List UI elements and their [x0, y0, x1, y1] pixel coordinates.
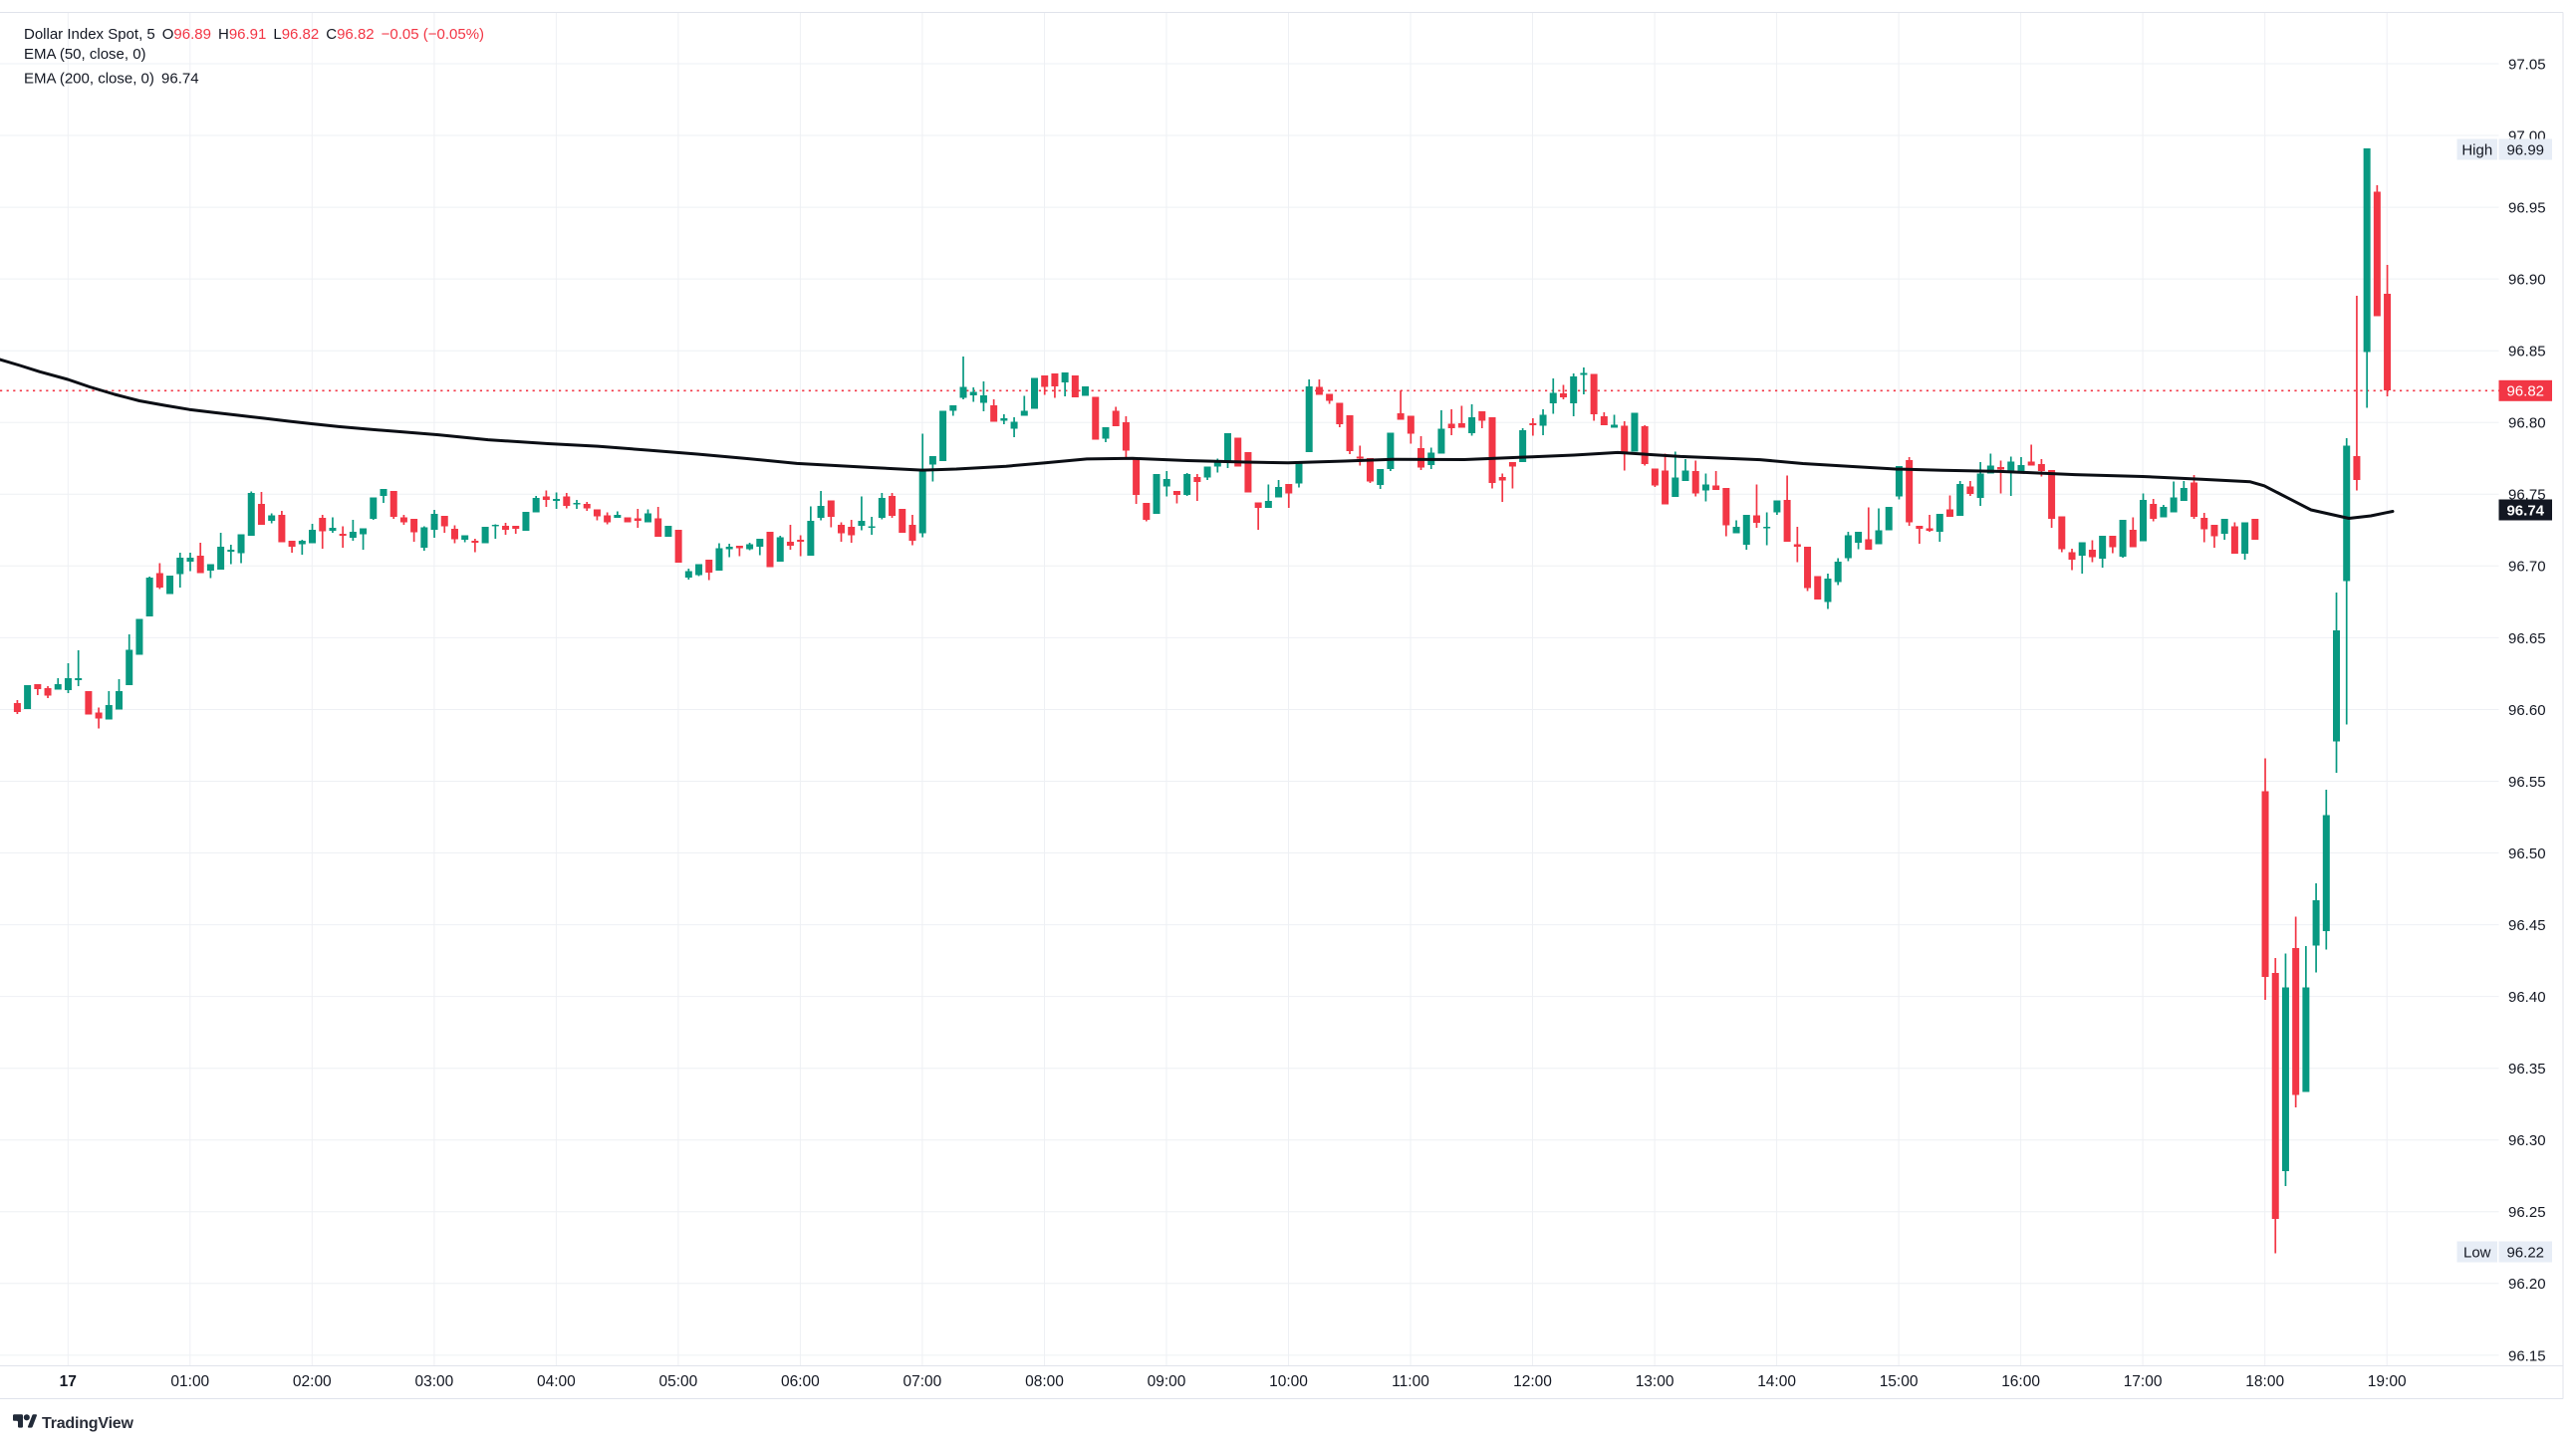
svg-text:96.95: 96.95 [2508, 200, 2546, 217]
svg-text:08:00: 08:00 [1025, 1373, 1064, 1390]
svg-text:96.82: 96.82 [2506, 383, 2544, 400]
svg-text:15:00: 15:00 [1880, 1373, 1919, 1390]
svg-text:17:00: 17:00 [2124, 1373, 2163, 1390]
svg-text:04:00: 04:00 [537, 1373, 576, 1390]
svg-text:TradingView: TradingView [42, 1415, 134, 1432]
svg-text:96.74: 96.74 [2506, 502, 2544, 519]
svg-text:96.45: 96.45 [2508, 917, 2546, 934]
svg-text:96.70: 96.70 [2508, 559, 2546, 576]
svg-text:96.22: 96.22 [2506, 1244, 2544, 1261]
svg-text:96.20: 96.20 [2508, 1276, 2546, 1293]
svg-text:11:00: 11:00 [1392, 1373, 1429, 1390]
svg-text:96.40: 96.40 [2508, 989, 2546, 1006]
svg-text:EMA (50, close, 0): EMA (50, close, 0) [24, 46, 146, 63]
svg-text:19:00: 19:00 [2368, 1373, 2407, 1390]
svg-text:07:00: 07:00 [903, 1373, 942, 1390]
svg-text:05:00: 05:00 [659, 1373, 698, 1390]
svg-text:12:00: 12:00 [1513, 1373, 1552, 1390]
svg-text:96.60: 96.60 [2508, 702, 2546, 719]
svg-text:09:00: 09:00 [1148, 1373, 1186, 1390]
svg-text:17: 17 [60, 1373, 77, 1390]
svg-text:06:00: 06:00 [781, 1373, 820, 1390]
svg-text:16:00: 16:00 [2001, 1373, 2040, 1390]
svg-text:EMA (200, close, 0) 96.74: EMA (200, close, 0) 96.74 [24, 70, 199, 87]
svg-text:96.35: 96.35 [2508, 1061, 2546, 1078]
svg-text:96.50: 96.50 [2508, 845, 2546, 862]
svg-text:96.99: 96.99 [2506, 141, 2544, 158]
svg-text:18:00: 18:00 [2245, 1373, 2284, 1390]
svg-text:97.05: 97.05 [2508, 56, 2546, 73]
svg-text:03:00: 03:00 [415, 1373, 454, 1390]
svg-text:02:00: 02:00 [293, 1373, 332, 1390]
svg-text:96.25: 96.25 [2508, 1204, 2546, 1221]
svg-text:01:00: 01:00 [170, 1373, 209, 1390]
svg-text:96.75: 96.75 [2508, 487, 2546, 504]
svg-text:High: High [2461, 141, 2492, 158]
svg-text:96.65: 96.65 [2508, 630, 2546, 647]
svg-text:Low: Low [2463, 1244, 2491, 1261]
svg-text:96.85: 96.85 [2508, 344, 2546, 361]
svg-text:96.80: 96.80 [2508, 415, 2546, 432]
svg-text:96.15: 96.15 [2508, 1347, 2546, 1364]
svg-text:13:00: 13:00 [1636, 1373, 1674, 1390]
svg-text:96.30: 96.30 [2508, 1132, 2546, 1149]
svg-text:96.55: 96.55 [2508, 774, 2546, 791]
svg-text:10:00: 10:00 [1269, 1373, 1308, 1390]
svg-text:96.90: 96.90 [2508, 272, 2546, 289]
svg-text:14:00: 14:00 [1757, 1373, 1796, 1390]
